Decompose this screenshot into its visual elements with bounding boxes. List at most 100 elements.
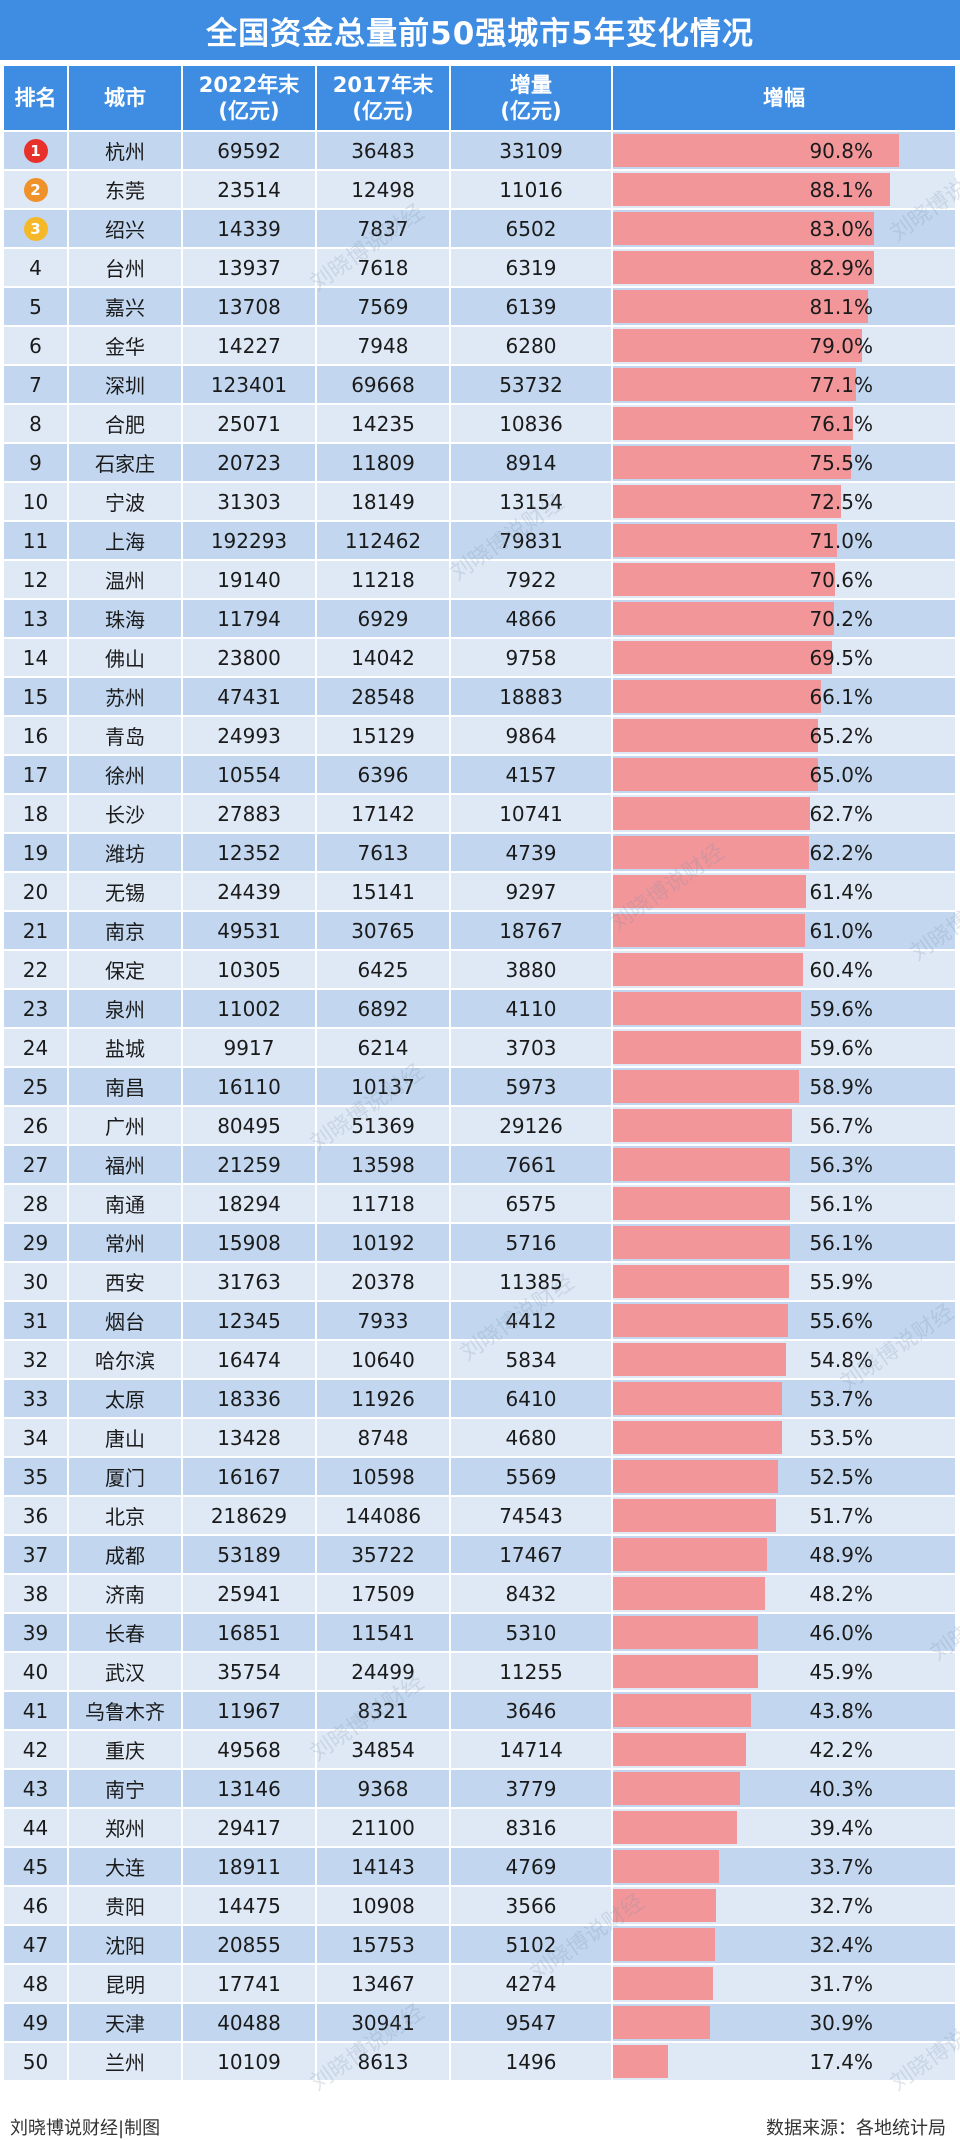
growth-bar	[613, 719, 818, 752]
value-2017-cell: 7613	[316, 833, 451, 873]
growth-bar	[613, 1343, 786, 1376]
growth-bar	[613, 329, 862, 362]
growth-bar	[613, 1616, 758, 1649]
city-cell: 长沙	[68, 794, 183, 834]
growth-cell: 72.5%	[612, 482, 957, 522]
value-2022-cell: 24439	[182, 872, 317, 912]
value-2017-cell: 10908	[316, 1886, 451, 1926]
growth-label: 53.5%	[809, 1425, 873, 1450]
growth-label: 70.2%	[809, 606, 873, 631]
city-cell: 合肥	[68, 404, 183, 444]
value-2017-cell: 7569	[316, 287, 451, 327]
growth-cell: 46.0%	[612, 1613, 957, 1653]
growth-label: 40.3%	[809, 1776, 873, 1801]
growth-bar	[613, 407, 853, 440]
table-row: 7 深圳 123401 69668 53732 77.1%	[4, 365, 957, 405]
growth-bar	[613, 1109, 792, 1142]
credit-text: 刘晓博说财经|制图	[10, 2118, 161, 2139]
table-row: 14 佛山 23800 14042 9758 69.5%	[4, 638, 957, 678]
city-cell: 深圳	[68, 365, 183, 405]
rank-cell: 19	[4, 833, 69, 873]
growth-bar	[613, 641, 832, 674]
growth-cell: 40.3%	[612, 1769, 957, 1809]
table-row: 49 天津 40488 30941 9547 30.9%	[4, 2003, 957, 2043]
value-2017-cell: 7933	[316, 1301, 451, 1341]
growth-cell: 58.9%	[612, 1067, 957, 1107]
rank-cell: 20	[4, 872, 69, 912]
growth-label: 46.0%	[809, 1620, 873, 1645]
city-cell: 保定	[68, 950, 183, 990]
growth-cell: 56.7%	[612, 1106, 957, 1146]
rank-cell: 42	[4, 1730, 69, 1770]
growth-bar	[613, 290, 868, 323]
rank-cell: 16	[4, 716, 69, 756]
growth-cell: 62.2%	[612, 833, 957, 873]
table-row: 40 武汉 35754 24499 11255 45.9%	[4, 1652, 957, 1692]
growth-label: 77.1%	[809, 372, 873, 397]
increase-cell: 5310	[450, 1613, 613, 1653]
growth-bar	[613, 173, 890, 206]
table-row: 19 潍坊 12352 7613 4739 62.2%	[4, 833, 957, 873]
growth-bar	[613, 875, 806, 908]
growth-cell: 59.6%	[612, 1028, 957, 1068]
growth-label: 61.0%	[809, 918, 873, 943]
value-2022-cell: 14227	[182, 326, 317, 366]
value-2017-cell: 13598	[316, 1145, 451, 1185]
rank-cell: 1	[4, 131, 69, 171]
city-cell: 东莞	[68, 170, 183, 210]
city-cell: 盐城	[68, 1028, 183, 1068]
increase-cell: 10836	[450, 404, 613, 444]
table-row: 23 泉州 11002 6892 4110 59.6%	[4, 989, 957, 1029]
chart-title: 全国资金总量前50强城市5年变化情况	[0, 0, 960, 60]
city-cell: 上海	[68, 521, 183, 561]
value-2022-cell: 13146	[182, 1769, 317, 1809]
growth-label: 53.7%	[809, 1386, 873, 1411]
growth-bar	[613, 1187, 790, 1220]
rank-cell: 14	[4, 638, 69, 678]
growth-label: 55.6%	[809, 1308, 873, 1333]
growth-bar	[613, 758, 818, 791]
increase-cell: 6139	[450, 287, 613, 327]
table-row: 43 南宁 13146 9368 3779 40.3%	[4, 1769, 957, 1809]
growth-label: 82.9%	[809, 255, 873, 280]
growth-bar	[613, 2045, 668, 2078]
growth-label: 70.6%	[809, 567, 873, 592]
growth-label: 59.6%	[809, 996, 873, 1021]
header-city: 城市	[68, 66, 183, 132]
value-2022-cell: 27883	[182, 794, 317, 834]
rank-cell: 43	[4, 1769, 69, 1809]
city-cell: 南昌	[68, 1067, 183, 1107]
growth-bar	[613, 836, 809, 869]
growth-label: 90.8%	[809, 138, 873, 163]
rank-cell: 29	[4, 1223, 69, 1263]
growth-label: 62.7%	[809, 801, 873, 826]
value-2022-cell: 123401	[182, 365, 317, 405]
value-2017-cell: 11218	[316, 560, 451, 600]
growth-label: 71.0%	[809, 528, 873, 553]
growth-cell: 56.3%	[612, 1145, 957, 1185]
city-cell: 武汉	[68, 1652, 183, 1692]
increase-cell: 17467	[450, 1535, 613, 1575]
table-row: 46 贵阳 14475 10908 3566 32.7%	[4, 1886, 957, 1926]
rank-cell: 27	[4, 1145, 69, 1185]
growth-label: 65.2%	[809, 723, 873, 748]
growth-label: 39.4%	[809, 1815, 873, 1840]
growth-bar	[613, 1577, 765, 1610]
growth-bar	[613, 563, 835, 596]
city-cell: 大连	[68, 1847, 183, 1887]
value-2022-cell: 10305	[182, 950, 317, 990]
city-cell: 台州	[68, 248, 183, 288]
growth-bar	[613, 680, 821, 713]
growth-label: 31.7%	[809, 1971, 873, 1996]
city-cell: 苏州	[68, 677, 183, 717]
table-row: 38 济南 25941 17509 8432 48.2%	[4, 1574, 957, 1614]
increase-cell: 18767	[450, 911, 613, 951]
growth-label: 65.0%	[809, 762, 873, 787]
city-cell: 济南	[68, 1574, 183, 1614]
rank-cell: 40	[4, 1652, 69, 1692]
rank-cell: 15	[4, 677, 69, 717]
growth-cell: 53.5%	[612, 1418, 957, 1458]
growth-cell: 76.1%	[612, 404, 957, 444]
value-2022-cell: 11002	[182, 989, 317, 1029]
value-2022-cell: 18294	[182, 1184, 317, 1224]
